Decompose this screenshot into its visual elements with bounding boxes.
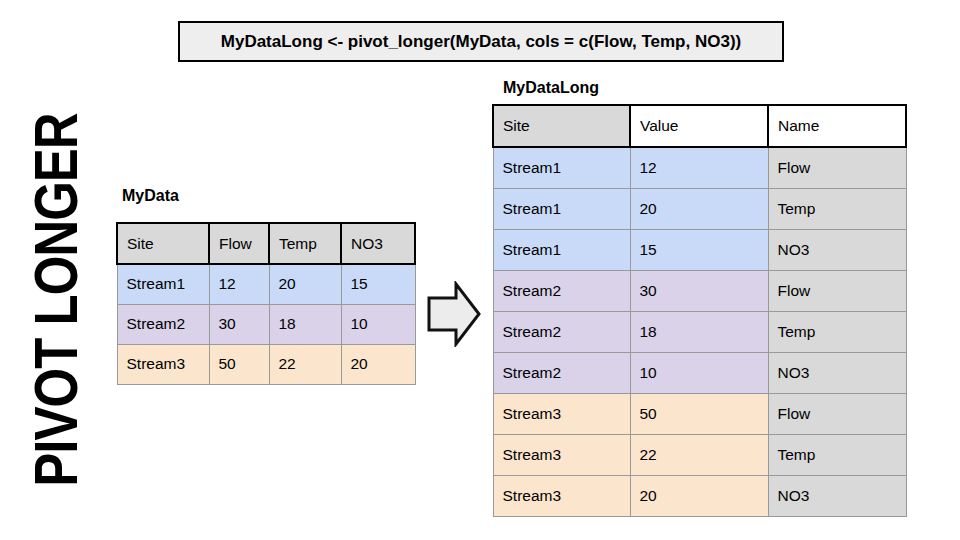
table-cell: 15 <box>630 229 768 270</box>
table-row: Stream115NO3 <box>493 229 906 270</box>
table-cell: Stream1 <box>117 264 209 304</box>
table-cell: Stream3 <box>493 434 630 475</box>
table-row: Stream230Flow <box>493 270 906 311</box>
column-header: Name <box>768 105 906 147</box>
table-cell: 10 <box>630 352 768 393</box>
table-row: Stream210NO3 <box>493 352 906 393</box>
table-row: Stream350Flow <box>493 393 906 434</box>
table-cell: 18 <box>630 311 768 352</box>
table-cell: 20 <box>341 344 415 384</box>
table-cell: 22 <box>269 344 341 384</box>
slide-canvas: PIVOT LONGER MyDataLong <- pivot_longer(… <box>0 0 960 540</box>
table-cell: 15 <box>341 264 415 304</box>
table-cell: 30 <box>209 304 269 344</box>
table-cell: NO3 <box>768 229 906 270</box>
table-row: Stream322Temp <box>493 434 906 475</box>
table-cell: 12 <box>630 147 768 188</box>
table-cell: Stream3 <box>493 393 630 434</box>
table-cell: NO3 <box>768 475 906 516</box>
code-text: MyDataLong <- pivot_longer(MyData, cols … <box>221 32 741 52</box>
table-cell: 20 <box>630 475 768 516</box>
column-header: Temp <box>269 223 341 264</box>
header-row: SiteValueName <box>493 105 906 147</box>
table-cell: 20 <box>269 264 341 304</box>
table-cell: Stream2 <box>493 311 630 352</box>
table-cell: 10 <box>341 304 415 344</box>
table-row: Stream2301810 <box>117 304 415 344</box>
table-cell: 12 <box>209 264 269 304</box>
table-row: Stream120Temp <box>493 188 906 229</box>
code-snippet: MyDataLong <- pivot_longer(MyData, cols … <box>178 21 784 62</box>
table-cell: Flow <box>768 393 906 434</box>
table-cell: 50 <box>630 393 768 434</box>
column-header: Site <box>117 223 209 264</box>
table-row: Stream112Flow <box>493 147 906 188</box>
table-cell: Stream2 <box>493 352 630 393</box>
column-header: Value <box>630 105 768 147</box>
table-row: Stream1122015 <box>117 264 415 304</box>
table-cell: Flow <box>768 270 906 311</box>
right-arrow-icon <box>426 281 482 347</box>
table-cell: 30 <box>630 270 768 311</box>
table-cell: Stream1 <box>493 188 630 229</box>
table-cell: 20 <box>630 188 768 229</box>
wide-table-title: MyData <box>122 187 179 205</box>
table-cell: Flow <box>768 147 906 188</box>
table-cell: Stream2 <box>493 270 630 311</box>
table-cell: 50 <box>209 344 269 384</box>
page-title: PIVOT LONGER <box>24 100 90 500</box>
column-header: Site <box>493 105 630 147</box>
table-row: Stream218Temp <box>493 311 906 352</box>
table-cell: NO3 <box>768 352 906 393</box>
table-cell: Stream1 <box>493 229 630 270</box>
table-cell: Temp <box>768 434 906 475</box>
table-cell: Stream3 <box>493 475 630 516</box>
long-table-title: MyDataLong <box>503 79 599 97</box>
table-cell: Temp <box>768 188 906 229</box>
table-row: Stream320NO3 <box>493 475 906 516</box>
header-row: SiteFlowTempNO3 <box>117 223 415 264</box>
table-row: Stream3502220 <box>117 344 415 384</box>
table-cell: 22 <box>630 434 768 475</box>
table-cell: 18 <box>269 304 341 344</box>
wide-table: SiteFlowTempNO3 Stream1122015Stream23018… <box>116 222 416 385</box>
table-cell: Stream2 <box>117 304 209 344</box>
table-cell: Stream3 <box>117 344 209 384</box>
table-cell: Temp <box>768 311 906 352</box>
column-header: NO3 <box>341 223 415 264</box>
column-header: Flow <box>209 223 269 264</box>
long-table: SiteValueName Stream112FlowStream120Temp… <box>492 104 907 517</box>
table-cell: Stream1 <box>493 147 630 188</box>
